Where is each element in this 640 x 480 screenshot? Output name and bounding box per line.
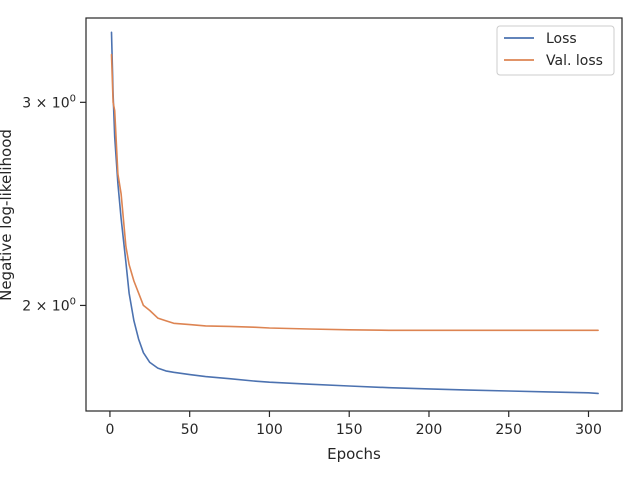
x-axis-label: Epochs [327, 445, 381, 463]
x-tick-label: 300 [575, 422, 602, 438]
legend-label-val-loss: Val. loss [546, 53, 603, 69]
x-tick-label: 100 [256, 422, 283, 438]
legend-label-loss: Loss [546, 31, 577, 47]
x-axis-ticks: 0 50 100 150 200 250 300 [105, 411, 602, 438]
x-tick-label: 200 [416, 422, 443, 438]
x-tick-label: 250 [495, 422, 522, 438]
plot-area [85, 17, 623, 412]
y-tick-label: 2 × 100 [22, 296, 76, 314]
series-layer [110, 31, 599, 395]
x-tick-label: 50 [181, 422, 199, 438]
x-tick-label: 150 [336, 422, 363, 438]
loss-line [110, 31, 599, 395]
legend: Loss Val. loss [496, 25, 615, 76]
y-tick-label: 3 × 100 [22, 93, 76, 111]
val-loss-line [110, 53, 599, 332]
y-axis-ticks: 2 × 100 3 × 100 [22, 93, 86, 314]
y-axis-label: Negative log-likelihood [0, 129, 15, 301]
x-tick-label: 0 [105, 422, 114, 438]
